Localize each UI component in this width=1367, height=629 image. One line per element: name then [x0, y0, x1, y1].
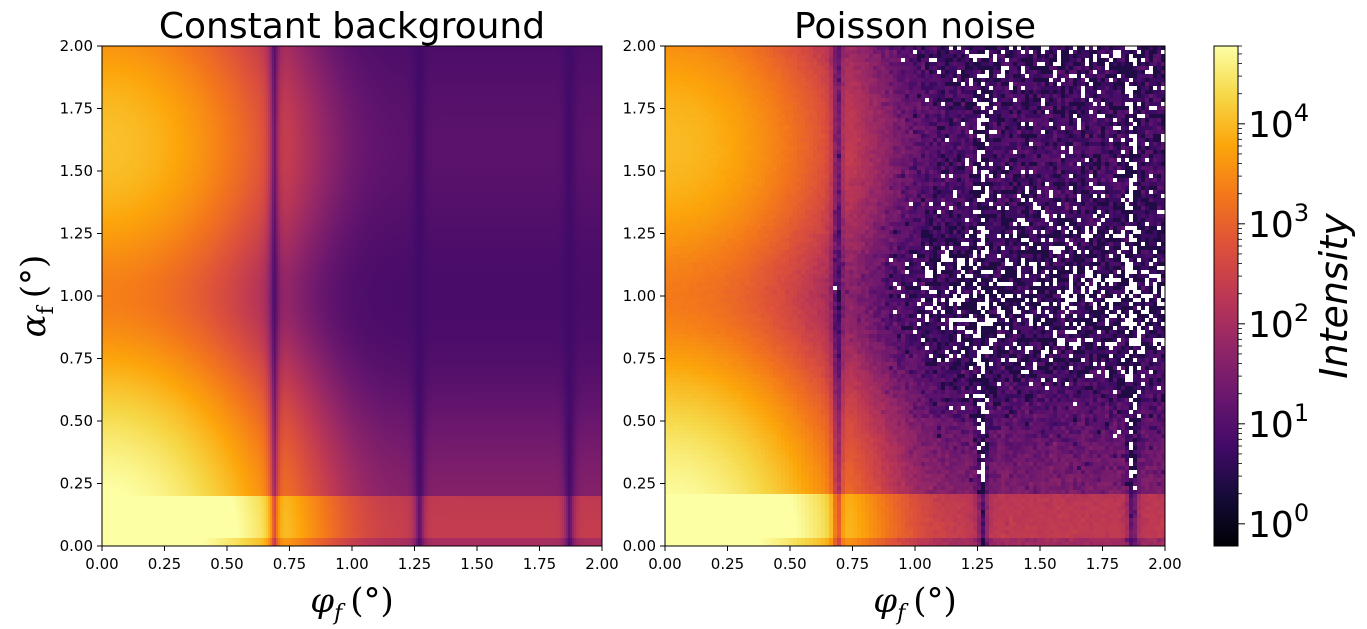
x-axis-label-right: φf (°) — [873, 581, 957, 626]
x-tick-label: 1.75 — [523, 555, 556, 573]
y-tick-label: 0.75 — [60, 350, 93, 368]
x-tick-label: 1.00 — [335, 555, 368, 573]
y-tick-label: 0.75 — [623, 350, 656, 368]
x-tick-label: 0.75 — [836, 555, 869, 573]
x-tick-label: 0.25 — [148, 555, 181, 573]
x-tick-label: 0.25 — [711, 555, 744, 573]
y-tick-label: 1.00 — [60, 287, 93, 305]
x-tick-label: 0.75 — [273, 555, 306, 573]
x-axis-ticks-right: 0.00 0.25 0.50 0.75 1.00 1.25 1.50 1.75 2.00 — [648, 546, 1182, 573]
heatmap-image-right — [665, 46, 1165, 546]
x-tick-label: 0.50 — [773, 555, 806, 573]
y-tick-label: 1.50 — [623, 162, 656, 180]
colorbar-tick-label: 100 — [1248, 499, 1309, 546]
y-axis-ticks-right: 0.00 0.25 0.50 0.75 1.00 1.25 1.50 1.75 2.00 — [623, 37, 665, 555]
y-tick-label: 1.25 — [60, 225, 93, 243]
y-tick-label: 2.00 — [60, 37, 93, 55]
y-tick-label: 1.50 — [60, 162, 93, 180]
x-tick-label: 1.50 — [1023, 555, 1056, 573]
y-tick-label: 0.50 — [60, 412, 93, 430]
colorbar-tick-label: 104 — [1248, 99, 1309, 146]
chart-title-right: Poisson noise — [794, 6, 1036, 47]
y-tick-label: 0.00 — [60, 537, 93, 555]
y-tick-label: 0.25 — [60, 475, 93, 493]
x-tick-label: 2.00 — [585, 555, 618, 573]
colorbar-ticks: 100 101 102 103 104 — [1238, 45, 1309, 546]
x-tick-label: 0.00 — [85, 555, 118, 573]
colorbar: 100 101 102 103 104 Intensity — [1213, 45, 1356, 547]
colorbar-tick-label: 101 — [1248, 399, 1309, 446]
heatmap-panel-constant-background: Constant background 0.00 0.25 0.50 0.75 1.00… — [14, 6, 619, 626]
heatmap-panel-poisson-noise: Poisson noise 0.00 0.25 0.50 0.75 1.00 1.25 1.… — [623, 6, 1182, 626]
y-tick-label: 0.25 — [623, 475, 656, 493]
colorbar-gradient — [1214, 46, 1238, 546]
x-tick-label: 2.00 — [1148, 555, 1181, 573]
y-tick-label: 1.25 — [623, 225, 656, 243]
colorbar-title: Intensity — [1312, 213, 1356, 379]
y-axis-label: αf(°) — [14, 255, 59, 338]
x-tick-label: 1.00 — [898, 555, 931, 573]
y-axis-ticks-left: 0.00 0.25 0.50 0.75 1.00 1.25 1.50 1.75 2.00 — [60, 37, 102, 555]
colorbar-tick-label: 103 — [1248, 199, 1309, 246]
heatmap-image-left — [102, 46, 602, 546]
y-tick-label: 2.00 — [623, 37, 656, 55]
x-axis-ticks-left: 0.00 0.25 0.50 0.75 1.00 1.25 1.50 1.75 2.00 — [85, 546, 619, 573]
x-tick-label: 1.50 — [460, 555, 493, 573]
y-tick-label: 1.75 — [60, 100, 93, 118]
y-tick-label: 0.00 — [623, 537, 656, 555]
chart-title-left: Constant background — [159, 6, 545, 47]
colorbar-tick-label: 102 — [1248, 299, 1309, 346]
x-axis-label-left: φf (°) — [310, 581, 394, 626]
x-tick-label: 0.00 — [648, 555, 681, 573]
x-tick-label: 1.75 — [1086, 555, 1119, 573]
y-tick-label: 1.00 — [623, 287, 656, 305]
x-tick-label: 1.25 — [961, 555, 994, 573]
x-tick-label: 1.25 — [398, 555, 431, 573]
colorbar-frame — [1213, 45, 1239, 547]
y-tick-label: 1.75 — [623, 100, 656, 118]
y-tick-label: 0.50 — [623, 412, 656, 430]
x-tick-label: 0.50 — [210, 555, 243, 573]
